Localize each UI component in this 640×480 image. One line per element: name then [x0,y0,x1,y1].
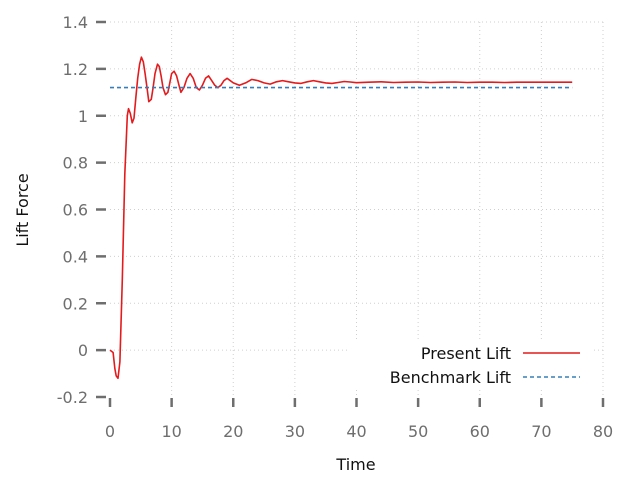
y-axis-title: Lift Force [13,173,32,246]
y-tick-label: -0.2 [57,388,88,407]
legend-label: Present Lift [421,344,511,363]
x-tick-label: 70 [531,422,551,441]
y-tick-label: 0.4 [63,247,88,266]
grid [110,21,604,397]
y-tick-label: 1.2 [63,60,88,79]
legend-background [348,340,594,390]
plot-series [109,56,573,380]
x-axis-title: Time [335,455,375,474]
y-tick-label: 0.8 [63,154,88,173]
x-tick-label: 40 [346,422,366,441]
x-tick-label: 30 [285,422,305,441]
x-tick-label: 20 [223,422,243,441]
x-tick-label: 10 [161,422,181,441]
y-tick-label: 0.6 [63,201,88,220]
y-tick-label: 1.4 [63,13,88,32]
legend-label: Benchmark Lift [390,368,511,387]
x-tick-label: 60 [470,422,490,441]
axes: 0 10 20 30 40 50 60 70 80 -0.2 0 0.2 0.4 0.6 0.8 1 1.2 1.… [57,13,613,441]
y-tick-label: 1 [78,107,88,126]
y-tick-label: 0.2 [63,294,88,313]
x-tick-label: 0 [105,422,115,441]
legend: Present Lift Benchmark Lift [348,340,594,390]
y-tick-label: 0 [78,341,88,360]
x-tick-label: 80 [593,422,613,441]
present-lift-line [109,56,573,380]
x-tick-label: 50 [408,422,428,441]
